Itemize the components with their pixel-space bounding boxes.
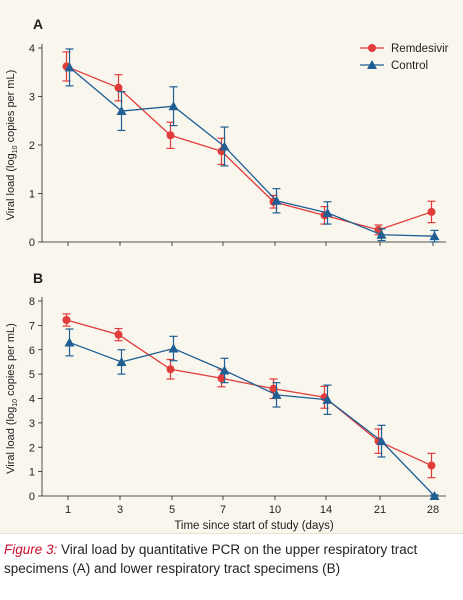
y-tick-label: 0 bbox=[29, 491, 35, 503]
data-point bbox=[269, 384, 278, 393]
series-remdesivir bbox=[62, 313, 436, 479]
data-point bbox=[219, 365, 230, 375]
x-tick-label: 3 bbox=[117, 504, 123, 516]
legend-label: Control bbox=[391, 60, 428, 72]
figure-caption: Figure 3: Viral load by quantitative PCR… bbox=[4, 540, 459, 578]
y-tick-label: 1 bbox=[29, 467, 35, 479]
y-tick-label: 4 bbox=[29, 394, 35, 406]
data-point bbox=[168, 101, 179, 111]
y-tick-label: 0 bbox=[29, 237, 35, 249]
panel-label: B bbox=[33, 270, 43, 286]
data-point bbox=[376, 436, 387, 446]
data-point bbox=[429, 231, 440, 241]
x-tick-label: 14 bbox=[320, 504, 332, 516]
data-point bbox=[114, 330, 123, 339]
y-axis-label-part: Viral load (log bbox=[5, 153, 17, 220]
data-point bbox=[427, 461, 436, 470]
y-axis-label: Viral load (log10 copies per mL) bbox=[5, 70, 19, 221]
chart-panel-b: B 0 1 2 3 4 5 6 7 8 1 3 5 7 10 14 21 28 Viral load (log10 … bbox=[5, 270, 446, 532]
series-remdesivir bbox=[62, 51, 436, 236]
data-point bbox=[62, 316, 71, 325]
y-axis-label-part: Viral load (log bbox=[5, 407, 17, 474]
legend-label: Remdesivir bbox=[391, 43, 449, 55]
x-tick-label: 10 bbox=[269, 504, 281, 516]
data-point bbox=[322, 207, 333, 217]
data-point bbox=[166, 131, 175, 140]
data-point bbox=[168, 343, 179, 353]
x-tick-label: 1 bbox=[65, 504, 71, 516]
series-control bbox=[64, 328, 440, 500]
data-point bbox=[219, 141, 230, 151]
y-tick-label: 6 bbox=[29, 345, 35, 357]
y-tick-label: 2 bbox=[29, 140, 35, 152]
series-line bbox=[66, 319, 432, 467]
x-tick-label: 7 bbox=[220, 504, 226, 516]
y-axis-label-part: copies per mL) bbox=[5, 70, 17, 146]
data-point bbox=[116, 106, 127, 116]
caption-separator: : bbox=[53, 542, 58, 557]
y-axis-label-subscript: 10 bbox=[12, 399, 19, 407]
y-tick-label: 2 bbox=[29, 442, 35, 454]
y-tick-label: 5 bbox=[29, 369, 35, 381]
data-point bbox=[217, 374, 226, 383]
panel-label: A bbox=[33, 16, 43, 32]
legend: Remdesivir Control bbox=[360, 43, 449, 72]
data-point bbox=[271, 389, 282, 399]
data-point bbox=[322, 394, 333, 404]
data-point bbox=[116, 356, 127, 366]
caption-text: Viral load by quantitative PCR on the up… bbox=[4, 542, 418, 576]
y-tick-label: 3 bbox=[29, 92, 35, 104]
data-point bbox=[166, 365, 175, 374]
y-tick-label: 4 bbox=[29, 43, 35, 55]
series-control bbox=[64, 48, 440, 243]
series-line bbox=[69, 66, 435, 237]
series-line bbox=[66, 65, 432, 231]
chart-panel-a: A 0 1 2 3 4 Viral load (log10 copies per mL) Re… bbox=[5, 16, 449, 249]
y-axis-label-subscript: 10 bbox=[12, 145, 19, 153]
x-tick-label: 28 bbox=[427, 504, 439, 516]
legend-marker bbox=[367, 60, 377, 69]
x-tick-label: 21 bbox=[374, 504, 386, 516]
x-tick-label: 5 bbox=[169, 504, 175, 516]
series-line bbox=[69, 341, 435, 497]
data-point bbox=[376, 229, 387, 239]
y-axis-label-part: copies per mL) bbox=[5, 323, 17, 399]
data-point bbox=[429, 491, 440, 500]
y-tick-label: 3 bbox=[29, 418, 35, 430]
y-tick-label: 7 bbox=[29, 320, 35, 332]
y-tick-label: 1 bbox=[29, 189, 35, 201]
data-point bbox=[64, 62, 75, 72]
y-axis-label: Viral load (log10 copies per mL) bbox=[5, 323, 19, 474]
data-point bbox=[271, 195, 282, 205]
data-point bbox=[427, 207, 436, 216]
data-point bbox=[64, 337, 75, 347]
y-tick-label: 8 bbox=[29, 296, 35, 308]
data-point bbox=[114, 83, 123, 92]
legend-marker bbox=[368, 44, 376, 52]
x-axis-label: Time since start of study (days) bbox=[174, 520, 334, 532]
caption-figure-label: Figure 3 bbox=[4, 542, 54, 557]
